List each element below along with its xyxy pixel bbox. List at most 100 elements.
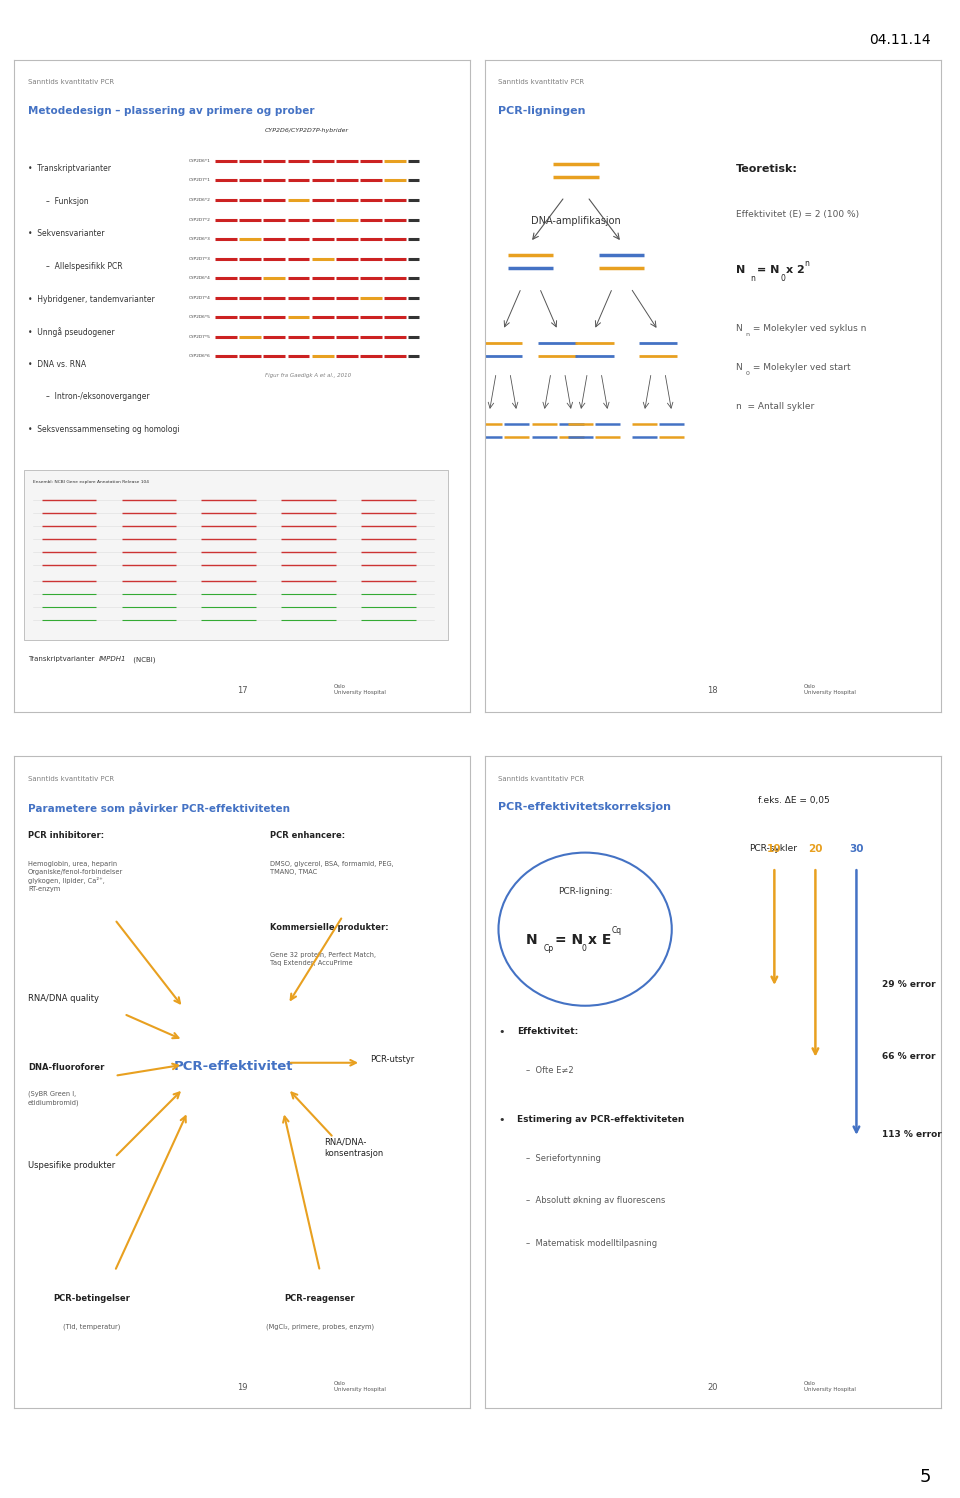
Text: CYP2D6/CYP2D7P-hybrider: CYP2D6/CYP2D7P-hybrider (265, 129, 349, 133)
Text: Sanntids kvantitativ PCR: Sanntids kvantitativ PCR (498, 776, 585, 782)
Text: CYP2D6*2: CYP2D6*2 (188, 198, 210, 202)
Text: f.eks. ΔE = 0,05: f.eks. ΔE = 0,05 (758, 795, 830, 804)
Text: Oslo
University Hospital: Oslo University Hospital (334, 1381, 386, 1392)
Text: CYP2D7*2: CYP2D7*2 (188, 217, 210, 222)
Text: PCR enhancere:: PCR enhancere: (270, 831, 345, 840)
Text: 19: 19 (237, 1383, 248, 1392)
Text: Oslo
University Hospital: Oslo University Hospital (804, 1381, 856, 1392)
Text: = N: = N (556, 933, 584, 947)
Text: 30: 30 (850, 845, 864, 854)
Text: = Molekyler ved syklus n: = Molekyler ved syklus n (750, 324, 867, 333)
Text: –  Intron-/eksonoverganger: – Intron-/eksonoverganger (46, 392, 150, 401)
Text: Effektivitet:: Effektivitet: (516, 1028, 578, 1037)
Text: –  Allelspesifikk PCR: – Allelspesifikk PCR (46, 262, 123, 271)
Text: •  Transkriptvarianter: • Transkriptvarianter (28, 165, 111, 174)
Text: Sanntids kvantitativ PCR: Sanntids kvantitativ PCR (498, 79, 585, 85)
Text: (SyBR Green I,
etidiumbromid): (SyBR Green I, etidiumbromid) (28, 1091, 80, 1106)
Text: CYP2D6*3: CYP2D6*3 (188, 237, 210, 241)
Text: Kommersielle produkter:: Kommersielle produkter: (270, 923, 389, 932)
Text: 29 % error: 29 % error (881, 980, 935, 989)
Text: N: N (526, 933, 538, 947)
Text: •  Unngå pseudogener: • Unngå pseudogener (28, 327, 114, 337)
Text: •  DNA vs. RNA: • DNA vs. RNA (28, 360, 86, 369)
Text: PCR-effektivitetskorreksjon: PCR-effektivitetskorreksjon (498, 801, 671, 812)
Text: CYP2D7*3: CYP2D7*3 (188, 256, 210, 261)
Text: DNA-fluoroforer: DNA-fluoroforer (28, 1062, 105, 1071)
Text: Metodedesign – plassering av primere og prober: Metodedesign – plassering av primere og … (28, 105, 315, 115)
Text: Sanntids kvantitativ PCR: Sanntids kvantitativ PCR (28, 776, 114, 782)
Text: 10: 10 (767, 845, 781, 854)
Text: 0: 0 (582, 944, 587, 953)
Text: Cp: Cp (544, 944, 554, 953)
Text: PCR-ligning:: PCR-ligning: (558, 887, 612, 896)
Text: CYP2D7*5: CYP2D7*5 (188, 336, 210, 339)
Text: x 2: x 2 (785, 265, 804, 276)
Text: CYP2D6*1: CYP2D6*1 (188, 159, 210, 163)
Text: –  Ofte E≠2: – Ofte E≠2 (526, 1067, 573, 1076)
Text: CYP2D6*6: CYP2D6*6 (188, 355, 210, 358)
Text: 113 % error: 113 % error (881, 1129, 941, 1138)
Text: N: N (735, 324, 742, 333)
Text: CYP2D6*4: CYP2D6*4 (188, 276, 210, 280)
Text: Oslo
University Hospital: Oslo University Hospital (804, 685, 856, 695)
Text: n: n (746, 331, 750, 337)
Text: 04.11.14: 04.11.14 (870, 33, 931, 46)
Text: PCR inhibitorer:: PCR inhibitorer: (28, 831, 105, 840)
Text: CYP2D7*1: CYP2D7*1 (188, 178, 210, 183)
Text: •: • (498, 1028, 505, 1037)
Text: n  = Antall sykler: n = Antall sykler (735, 401, 814, 410)
Text: •  Seksvenssammenseting og homologi: • Seksvenssammenseting og homologi (28, 425, 180, 434)
Text: Oslo
University Hospital: Oslo University Hospital (334, 685, 386, 695)
Text: •: • (498, 1115, 505, 1125)
Text: 20: 20 (808, 845, 823, 854)
Text: 5: 5 (920, 1468, 931, 1486)
Text: 0: 0 (746, 370, 750, 376)
Text: N: N (735, 265, 745, 276)
Text: –  Matematisk modelltilpasning: – Matematisk modelltilpasning (526, 1239, 657, 1248)
Text: Ensembl: NCBI Gene explore Annotation Release 104: Ensembl: NCBI Gene explore Annotation Re… (33, 481, 149, 484)
Text: Cq: Cq (612, 926, 622, 935)
Text: PCR-reagenser: PCR-reagenser (284, 1294, 355, 1303)
Text: CYP2D7*4: CYP2D7*4 (188, 295, 210, 300)
Text: PCR-betingelser: PCR-betingelser (54, 1294, 131, 1303)
Text: PCR-ligningen: PCR-ligningen (498, 105, 586, 115)
Text: Hemoglobin, urea, heparin
Organiske/fenol-forbindelser
glykogen, lipider, Ca²⁺,
: Hemoglobin, urea, heparin Organiske/feno… (28, 861, 123, 893)
Text: Transkriptvarianter: Transkriptvarianter (28, 656, 97, 662)
Text: x E: x E (588, 933, 612, 947)
Text: PCR-utstyr: PCR-utstyr (370, 1055, 415, 1064)
Text: Figur fra Gaedigk A et al., 2010: Figur fra Gaedigk A et al., 2010 (265, 373, 351, 377)
Text: –  Seriefortynning: – Seriefortynning (526, 1153, 601, 1162)
Text: –  Funksjon: – Funksjon (46, 196, 89, 205)
Text: (Tid, temperatur): (Tid, temperatur) (63, 1323, 121, 1330)
Text: RNA/DNA-
konsentrasjon: RNA/DNA- konsentrasjon (324, 1137, 384, 1158)
Text: 0: 0 (780, 274, 785, 283)
Text: Sanntids kvantitativ PCR: Sanntids kvantitativ PCR (28, 79, 114, 85)
Text: DNA-amplifikasjon: DNA-amplifikasjon (531, 216, 621, 226)
Text: n: n (804, 259, 809, 268)
Text: RNA/DNA quality: RNA/DNA quality (28, 995, 99, 1004)
Text: Estimering av PCR-effektiviteten: Estimering av PCR-effektiviteten (516, 1115, 684, 1124)
FancyBboxPatch shape (23, 470, 447, 640)
Text: •  Sekvensvarianter: • Sekvensvarianter (28, 229, 105, 238)
Text: 17: 17 (237, 686, 248, 695)
Text: •  Hybridgener, tandemvarianter: • Hybridgener, tandemvarianter (28, 295, 155, 304)
Text: = N: = N (757, 265, 780, 276)
Text: 20: 20 (708, 1383, 718, 1392)
Text: n: n (750, 274, 756, 283)
Text: 18: 18 (708, 686, 718, 695)
Text: Uspesifike produkter: Uspesifike produkter (28, 1161, 115, 1170)
Text: (MgCl₂, primere, probes, enzym): (MgCl₂, primere, probes, enzym) (266, 1323, 374, 1330)
Text: –  Absolutt økning av fluorescens: – Absolutt økning av fluorescens (526, 1197, 665, 1206)
Text: Parametere som påvirker PCR-effektiviteten: Parametere som påvirker PCR-effektivitet… (28, 801, 290, 815)
Text: PCR-sykler: PCR-sykler (749, 845, 797, 854)
Text: Effektivitet (E) = 2 (100 %): Effektivitet (E) = 2 (100 %) (735, 210, 859, 219)
Text: = Molekyler ved start: = Molekyler ved start (750, 363, 851, 372)
Text: Gene 32 protein, Perfect Match,
Taq Extender, AccuPrime: Gene 32 protein, Perfect Match, Taq Exte… (270, 953, 375, 966)
Text: PCR-effektivitet: PCR-effektivitet (174, 1059, 293, 1073)
Text: Teoretisk:: Teoretisk: (735, 165, 798, 174)
Text: DMSO, glycerol, BSA, formamid, PEG,
TMANO, TMAC: DMSO, glycerol, BSA, formamid, PEG, TMAN… (270, 861, 394, 875)
Text: N: N (735, 363, 742, 372)
Text: 66 % error: 66 % error (881, 1052, 935, 1061)
Text: CYP2D6*5: CYP2D6*5 (188, 315, 210, 319)
Text: (NCBI): (NCBI) (131, 656, 156, 662)
